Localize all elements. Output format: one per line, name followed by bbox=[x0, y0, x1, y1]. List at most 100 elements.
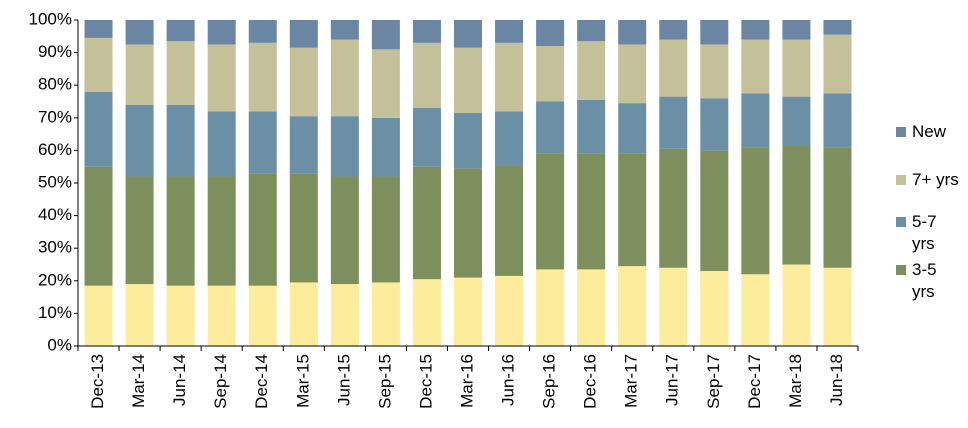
bar-segment bbox=[289, 116, 318, 174]
x-tick-label: Jun-18 bbox=[827, 354, 846, 406]
bar-segment bbox=[330, 284, 359, 346]
legend-item: 3-5 yrs bbox=[896, 259, 961, 303]
y-tick-label: 20% bbox=[38, 270, 72, 289]
bar-segment bbox=[700, 44, 729, 99]
bar-segment bbox=[659, 96, 688, 149]
x-tick-label: Mar-16 bbox=[457, 354, 476, 408]
bar-segment bbox=[248, 20, 277, 43]
x-tick-label: Dec-13 bbox=[88, 354, 107, 409]
x-tick-label-group: Jun-16 bbox=[499, 354, 518, 406]
x-tick-label: Jun-17 bbox=[663, 354, 682, 406]
legend-label: 5-7 yrs bbox=[912, 212, 937, 253]
bar-segment bbox=[454, 20, 482, 48]
bar-segment bbox=[536, 46, 565, 102]
bar-segment bbox=[166, 176, 195, 286]
x-tick-label-group: Jun-15 bbox=[334, 354, 353, 406]
bar-segment bbox=[371, 49, 400, 118]
x-tick-label: Sep-15 bbox=[375, 354, 394, 409]
bar-segment bbox=[618, 266, 647, 346]
bar-segment bbox=[536, 269, 565, 346]
bar-segment bbox=[84, 37, 113, 92]
bar-segment bbox=[371, 117, 400, 177]
bar-segment bbox=[577, 41, 606, 100]
bar-segment bbox=[289, 282, 318, 346]
x-tick-label: Mar-17 bbox=[622, 354, 641, 408]
x-tick-label-group: Dec-16 bbox=[581, 354, 600, 409]
bar-segment bbox=[495, 111, 524, 166]
bar-segment bbox=[536, 20, 565, 47]
bar-segment bbox=[248, 111, 277, 174]
y-tick-label: 40% bbox=[38, 205, 72, 224]
x-tick-label-group: Dec-13 bbox=[88, 354, 107, 409]
x-tick-label-group: Jun-18 bbox=[827, 354, 846, 406]
bar-segment bbox=[659, 39, 688, 97]
bar-segment bbox=[536, 101, 565, 154]
bar-segment bbox=[125, 104, 154, 177]
bar-segment bbox=[659, 148, 688, 268]
bar-segment bbox=[454, 168, 482, 278]
x-tick-label: Jun-14 bbox=[170, 354, 189, 406]
x-tick-label-group: Dec-15 bbox=[416, 354, 435, 409]
x-tick-label-group: Sep-16 bbox=[540, 354, 559, 409]
y-tick-label: 0% bbox=[47, 335, 72, 354]
bar-segment bbox=[823, 147, 852, 268]
x-tick-label-group: Sep-17 bbox=[704, 354, 723, 409]
bar-segment bbox=[741, 274, 770, 346]
bar-segment bbox=[207, 20, 236, 45]
y-tick-label: 60% bbox=[38, 140, 72, 159]
bar-segment bbox=[536, 153, 565, 270]
y-tick-label: 30% bbox=[38, 238, 72, 257]
bar-segment bbox=[412, 279, 441, 346]
x-tick-label-group: Mar-16 bbox=[457, 354, 476, 408]
legend-swatch bbox=[896, 127, 906, 137]
bar-segment bbox=[454, 47, 482, 113]
bar-segment bbox=[577, 269, 606, 346]
bar-segment bbox=[166, 20, 195, 42]
bar-segment bbox=[371, 282, 400, 346]
x-tick-label: Dec-15 bbox=[416, 354, 435, 409]
bar-segment bbox=[125, 44, 154, 105]
bar-segment bbox=[700, 20, 729, 45]
legend-swatch bbox=[896, 217, 906, 227]
x-tick-label-group: Sep-14 bbox=[211, 354, 230, 409]
x-tick-label-group: Mar-17 bbox=[622, 354, 641, 408]
x-tick-label: Sep-17 bbox=[704, 354, 723, 409]
x-tick-label: Mar-18 bbox=[786, 354, 805, 408]
x-tick-label: Sep-14 bbox=[211, 354, 230, 409]
bar-segment bbox=[207, 285, 236, 346]
bar-segment bbox=[741, 93, 770, 148]
y-tick-label: 100% bbox=[29, 9, 72, 28]
x-tick-label: Mar-14 bbox=[129, 354, 148, 408]
bar-segment bbox=[454, 277, 482, 346]
x-tick-label-group: Sep-15 bbox=[375, 354, 394, 409]
bar-segment bbox=[782, 145, 811, 265]
bar-segment bbox=[207, 111, 236, 177]
bar-segment bbox=[741, 147, 770, 275]
y-tick-label: 70% bbox=[38, 107, 72, 126]
bar-segment bbox=[495, 42, 524, 112]
bar-segment bbox=[700, 271, 729, 346]
legend-swatch bbox=[896, 175, 906, 185]
bar-segment bbox=[84, 166, 113, 286]
legend-item: New bbox=[896, 121, 961, 143]
bar-segment bbox=[823, 20, 852, 35]
bar-segment bbox=[495, 275, 524, 346]
x-tick-label-group: Dec-17 bbox=[745, 354, 764, 409]
bar-segment bbox=[289, 173, 318, 283]
bar-segment bbox=[330, 39, 359, 117]
legend-label: 7+ yrs bbox=[912, 170, 959, 189]
bar-segment bbox=[618, 20, 647, 45]
bar-segment bbox=[84, 91, 113, 167]
bar-segment bbox=[577, 20, 606, 42]
bar-segment bbox=[782, 264, 811, 346]
bar-segment bbox=[782, 39, 811, 97]
bar-segment bbox=[125, 20, 154, 45]
bar-segment bbox=[577, 153, 606, 270]
bar-segment bbox=[577, 99, 606, 154]
bar-segment bbox=[289, 47, 318, 117]
bar-segment bbox=[618, 103, 647, 154]
bar-segment bbox=[84, 20, 113, 38]
bar-segment bbox=[289, 20, 318, 48]
